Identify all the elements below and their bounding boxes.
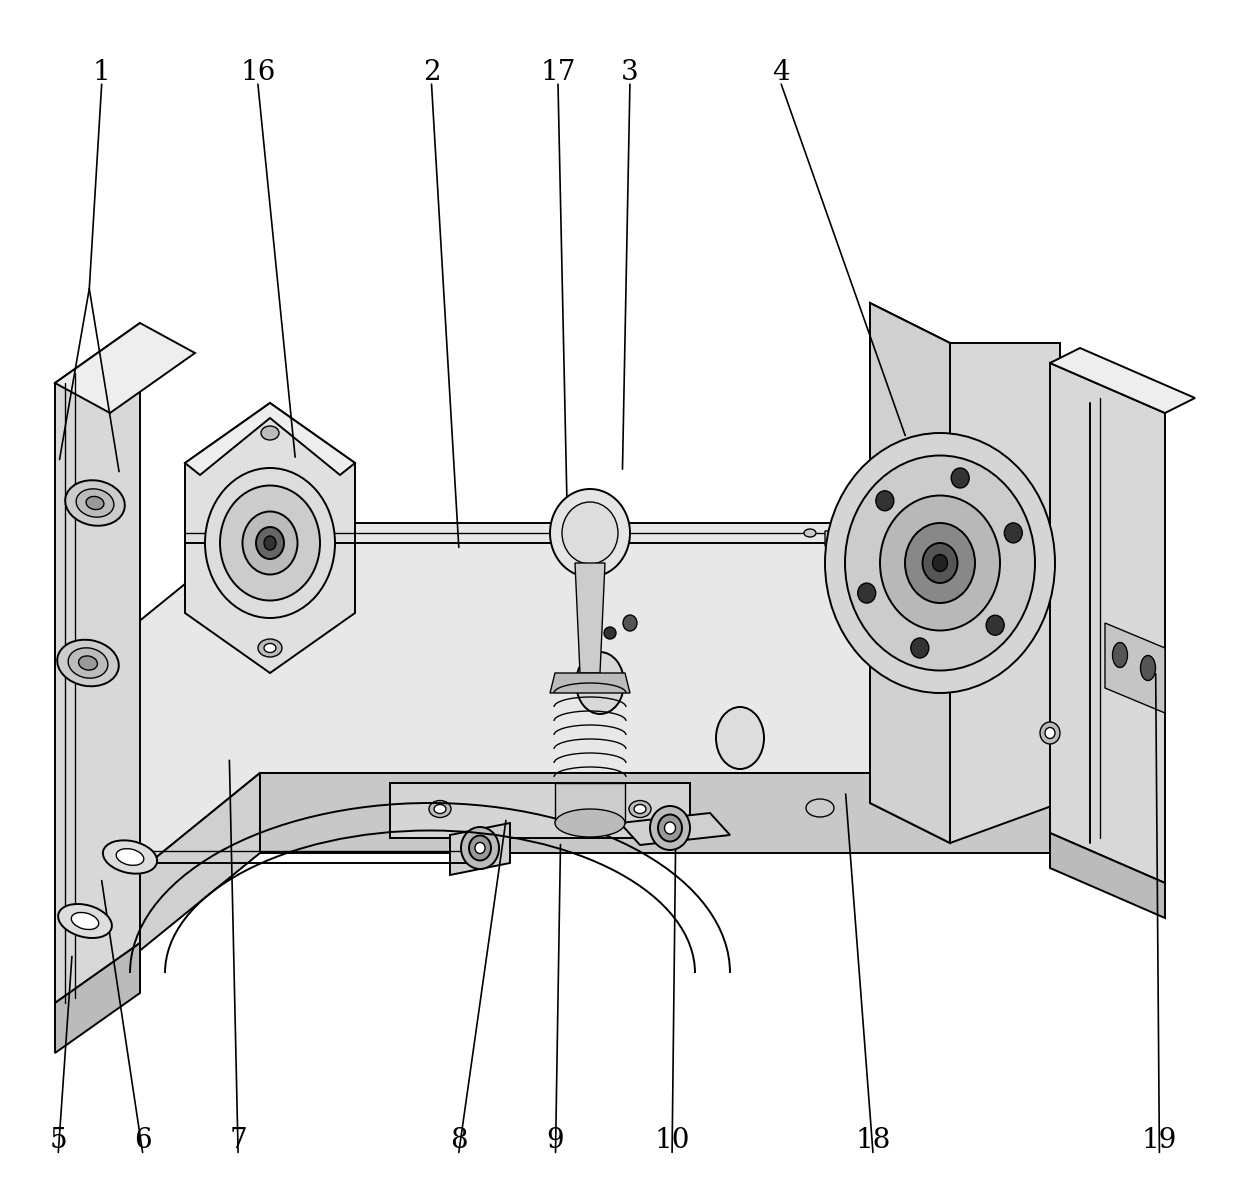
Ellipse shape <box>1112 642 1127 668</box>
Polygon shape <box>870 303 1060 843</box>
Text: 16: 16 <box>241 59 275 85</box>
Ellipse shape <box>880 496 999 630</box>
Polygon shape <box>1050 348 1195 413</box>
Polygon shape <box>185 403 355 672</box>
Polygon shape <box>575 563 605 672</box>
Ellipse shape <box>577 652 624 715</box>
Ellipse shape <box>650 806 689 851</box>
Polygon shape <box>1105 623 1166 713</box>
Polygon shape <box>185 403 355 475</box>
Ellipse shape <box>923 543 957 583</box>
Ellipse shape <box>556 808 625 837</box>
Text: 19: 19 <box>1142 1127 1177 1154</box>
Ellipse shape <box>260 426 279 440</box>
Ellipse shape <box>658 814 682 842</box>
Ellipse shape <box>1040 722 1060 743</box>
Polygon shape <box>55 322 195 413</box>
Polygon shape <box>55 943 140 1053</box>
Polygon shape <box>55 322 140 1003</box>
Ellipse shape <box>76 488 114 517</box>
Polygon shape <box>825 528 868 546</box>
Polygon shape <box>100 523 1070 903</box>
Ellipse shape <box>1004 523 1022 543</box>
Ellipse shape <box>68 648 108 678</box>
Ellipse shape <box>72 912 99 930</box>
Text: 8: 8 <box>450 1127 467 1154</box>
Ellipse shape <box>255 527 284 559</box>
Ellipse shape <box>562 502 618 564</box>
Ellipse shape <box>804 529 816 537</box>
Ellipse shape <box>219 486 320 600</box>
Ellipse shape <box>264 644 277 652</box>
Ellipse shape <box>461 826 498 869</box>
Text: 18: 18 <box>856 1127 890 1154</box>
Ellipse shape <box>58 903 112 938</box>
Polygon shape <box>1050 832 1166 918</box>
Ellipse shape <box>429 800 451 818</box>
Text: 1: 1 <box>93 59 110 85</box>
Ellipse shape <box>875 491 894 511</box>
Polygon shape <box>870 303 950 843</box>
Ellipse shape <box>103 841 157 873</box>
Ellipse shape <box>844 456 1035 670</box>
Ellipse shape <box>806 799 835 817</box>
Ellipse shape <box>858 583 875 603</box>
Ellipse shape <box>57 640 119 686</box>
Ellipse shape <box>986 615 1004 635</box>
Ellipse shape <box>665 822 676 834</box>
Polygon shape <box>551 672 630 693</box>
Ellipse shape <box>951 468 970 488</box>
Polygon shape <box>450 823 510 875</box>
Ellipse shape <box>932 555 947 571</box>
Text: 9: 9 <box>547 1127 564 1154</box>
Ellipse shape <box>634 805 646 813</box>
Ellipse shape <box>715 707 764 769</box>
Ellipse shape <box>205 468 335 618</box>
Polygon shape <box>391 783 689 838</box>
Ellipse shape <box>475 842 485 853</box>
Polygon shape <box>100 774 260 983</box>
Text: 4: 4 <box>773 59 790 85</box>
Ellipse shape <box>258 639 281 657</box>
Ellipse shape <box>911 638 929 658</box>
Text: 17: 17 <box>541 59 575 85</box>
Polygon shape <box>556 783 625 823</box>
Text: 5: 5 <box>50 1127 67 1154</box>
Ellipse shape <box>469 836 491 860</box>
Ellipse shape <box>1045 728 1055 739</box>
Ellipse shape <box>604 627 616 639</box>
Polygon shape <box>260 774 1070 853</box>
Ellipse shape <box>551 488 630 577</box>
Ellipse shape <box>1141 656 1156 681</box>
Ellipse shape <box>825 433 1055 693</box>
Text: 6: 6 <box>134 1127 151 1154</box>
Ellipse shape <box>78 656 98 670</box>
Ellipse shape <box>117 848 144 865</box>
Ellipse shape <box>905 523 975 603</box>
Ellipse shape <box>622 615 637 632</box>
Polygon shape <box>1050 363 1166 883</box>
Ellipse shape <box>86 497 104 510</box>
Ellipse shape <box>629 800 651 818</box>
Polygon shape <box>1070 523 1154 823</box>
Ellipse shape <box>66 480 125 526</box>
Text: 7: 7 <box>229 1127 247 1154</box>
Ellipse shape <box>434 805 446 813</box>
Text: 2: 2 <box>423 59 440 85</box>
Ellipse shape <box>243 511 298 575</box>
Text: 3: 3 <box>621 59 639 85</box>
Ellipse shape <box>264 537 277 550</box>
Polygon shape <box>620 813 730 845</box>
Text: 10: 10 <box>655 1127 689 1154</box>
